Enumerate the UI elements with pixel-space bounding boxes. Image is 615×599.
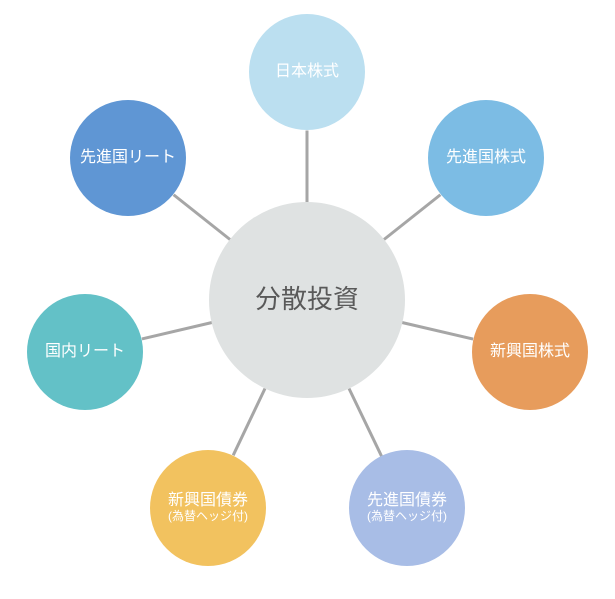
center-label: 分散投資 (255, 285, 359, 315)
connector-dev-reit (173, 193, 232, 240)
connector-dev-bond (348, 388, 383, 457)
node-dev-equity: 先進国株式 (428, 100, 544, 216)
connector-em-equity (402, 321, 474, 340)
connector-dev-equity (383, 193, 442, 240)
node-dev-bond: 先進国債券 (為替ヘッジ付) (349, 450, 465, 566)
node-em-equity: 新興国株式 (472, 294, 588, 410)
connector-jp-equity (306, 130, 309, 202)
node-label: 新興国株式 (490, 343, 570, 361)
node-sublabel: (為替ヘッジ付) (168, 510, 248, 524)
node-jp-equity: 日本株式 (249, 14, 365, 130)
node-label: 先進国リート (80, 149, 176, 167)
node-sublabel: (為替ヘッジ付) (367, 510, 447, 524)
node-label: 新興国債券 (168, 492, 248, 510)
node-em-bond: 新興国債券 (為替ヘッジ付) (150, 450, 266, 566)
diagram-stage: 分散投資 日本株式 先進国株式 新興国株式 先進国債券 (為替ヘッジ付) 新興国… (0, 0, 615, 599)
connector-jp-reit (141, 321, 212, 340)
node-dev-reit: 先進国リート (70, 100, 186, 216)
node-label: 先進国債券 (367, 492, 447, 510)
node-label: 日本株式 (275, 63, 339, 81)
node-label: 先進国株式 (446, 149, 526, 167)
center-node: 分散投資 (209, 202, 405, 398)
node-label: 国内リート (45, 343, 125, 361)
node-jp-reit: 国内リート (27, 294, 143, 410)
connector-em-bond (232, 388, 267, 456)
